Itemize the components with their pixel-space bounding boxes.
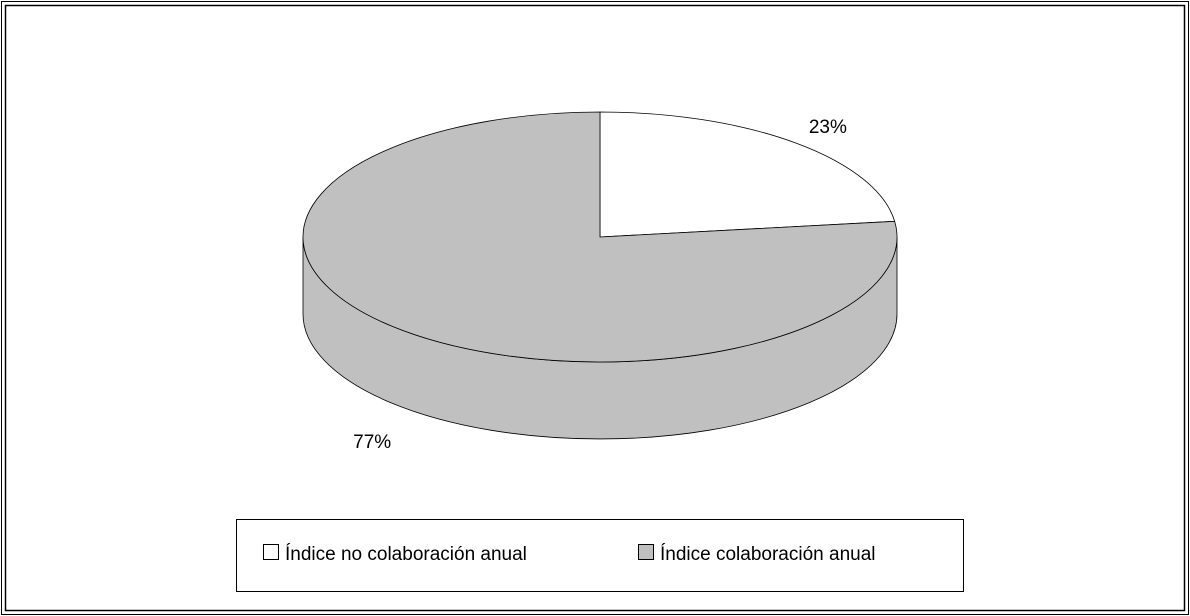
pie-slice (599, 111, 896, 238)
data-label: 77% (353, 432, 391, 453)
legend-box (236, 519, 964, 592)
legend-label: Índice no colaboración anual (285, 544, 527, 565)
pie-slice (302, 111, 898, 363)
inner-frame (4, 4, 1186, 612)
data-label: 23% (809, 117, 847, 138)
legend-label: Índice colaboración anual (660, 544, 876, 565)
legend-swatch (263, 544, 279, 560)
legend-swatch (638, 544, 654, 560)
